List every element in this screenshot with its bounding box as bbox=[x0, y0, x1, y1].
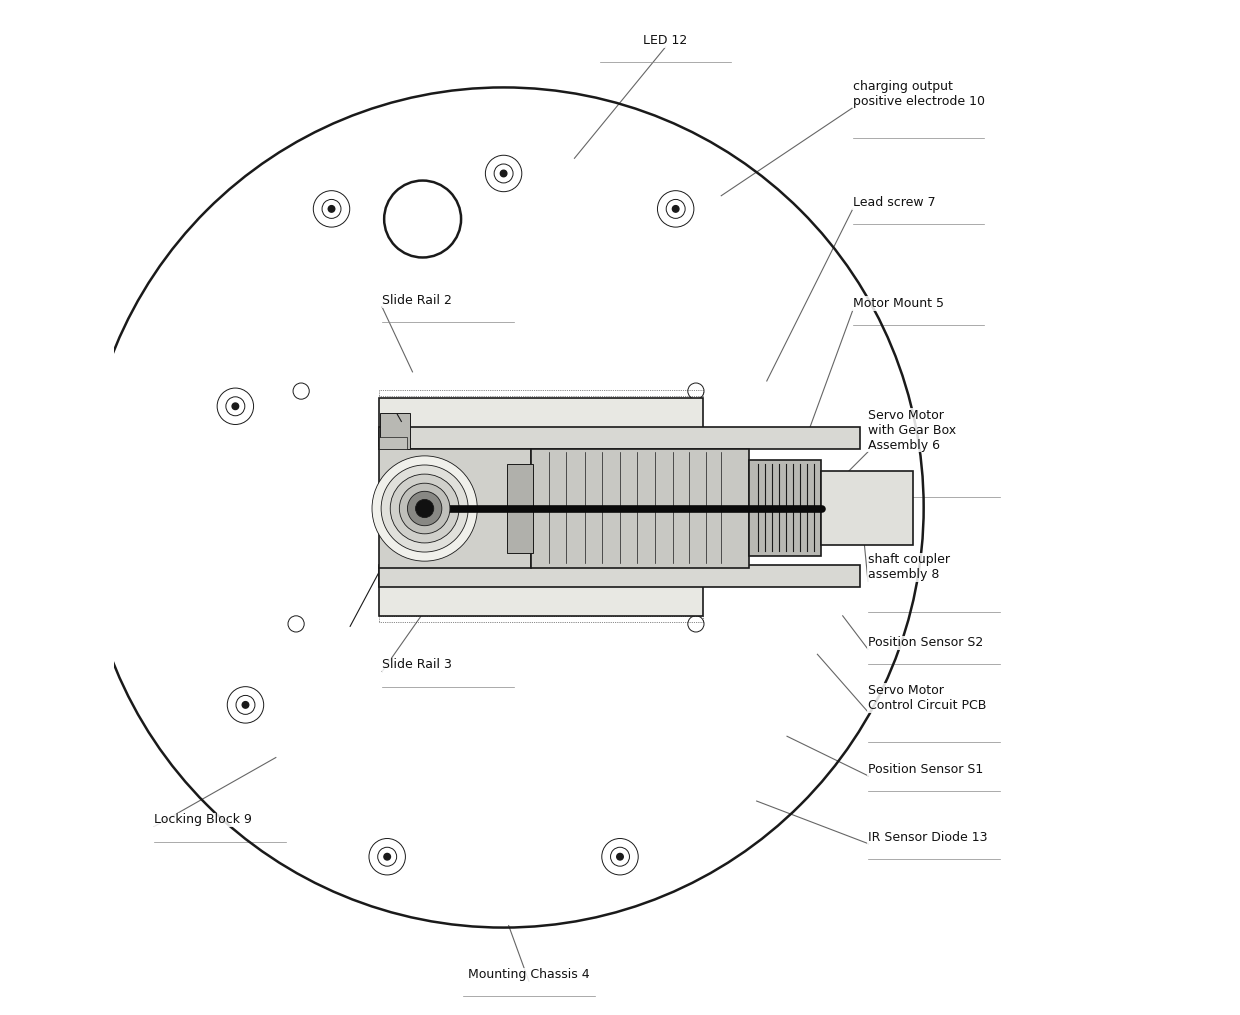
Circle shape bbox=[677, 554, 681, 558]
Bar bbox=[821, 471, 913, 545]
Circle shape bbox=[408, 491, 441, 526]
Bar bbox=[379, 390, 703, 396]
Circle shape bbox=[644, 554, 647, 558]
Text: Motor Mount 5: Motor Mount 5 bbox=[853, 297, 944, 311]
Bar bbox=[381, 413, 410, 449]
Circle shape bbox=[709, 554, 713, 558]
Circle shape bbox=[813, 504, 820, 511]
Circle shape bbox=[494, 557, 513, 578]
Circle shape bbox=[381, 465, 469, 552]
Text: Slide Rail 3: Slide Rail 3 bbox=[382, 659, 453, 672]
Circle shape bbox=[382, 436, 402, 457]
Bar bbox=[379, 449, 531, 568]
Circle shape bbox=[605, 557, 625, 578]
Circle shape bbox=[542, 457, 546, 461]
Bar bbox=[379, 567, 703, 616]
Circle shape bbox=[709, 457, 713, 461]
Circle shape bbox=[610, 554, 614, 558]
Bar bbox=[379, 616, 703, 622]
Circle shape bbox=[644, 457, 647, 461]
Text: Position Sensor S2: Position Sensor S2 bbox=[868, 636, 983, 650]
Circle shape bbox=[500, 171, 507, 177]
Bar bbox=[507, 464, 533, 553]
Circle shape bbox=[677, 457, 681, 461]
Bar bbox=[531, 449, 749, 568]
Text: IR Sensor Diode 13: IR Sensor Diode 13 bbox=[868, 830, 987, 843]
Text: charging output
positive electrode 10: charging output positive electrode 10 bbox=[853, 79, 985, 108]
Text: Servo Motor
Control Circuit PCB: Servo Motor Control Circuit PCB bbox=[868, 684, 986, 712]
Circle shape bbox=[610, 457, 614, 461]
Circle shape bbox=[542, 554, 546, 558]
Circle shape bbox=[575, 457, 579, 461]
Circle shape bbox=[676, 436, 696, 457]
Text: LED 12: LED 12 bbox=[644, 33, 688, 47]
Circle shape bbox=[517, 465, 522, 469]
Text: Mounting Chassis 4: Mounting Chassis 4 bbox=[467, 968, 590, 982]
Circle shape bbox=[739, 554, 744, 558]
Circle shape bbox=[739, 457, 744, 461]
Circle shape bbox=[232, 403, 238, 410]
Circle shape bbox=[382, 557, 402, 578]
Bar bbox=[379, 436, 408, 449]
Bar bbox=[379, 398, 703, 447]
Circle shape bbox=[391, 441, 394, 445]
Circle shape bbox=[616, 854, 624, 860]
Text: Lead screw 7: Lead screw 7 bbox=[853, 196, 935, 209]
Bar bbox=[749, 460, 821, 556]
Circle shape bbox=[399, 483, 450, 534]
Circle shape bbox=[391, 474, 459, 543]
Text: Position Sensor S1: Position Sensor S1 bbox=[868, 762, 983, 775]
Circle shape bbox=[372, 456, 477, 561]
Text: Servo Motor
with Gear Box
Assembly 6: Servo Motor with Gear Box Assembly 6 bbox=[868, 409, 956, 452]
Circle shape bbox=[384, 854, 391, 860]
Circle shape bbox=[517, 546, 522, 550]
Circle shape bbox=[329, 206, 335, 212]
Circle shape bbox=[672, 206, 680, 212]
Circle shape bbox=[242, 701, 249, 708]
Text: shaft coupler
assembly 8: shaft coupler assembly 8 bbox=[868, 553, 950, 582]
Bar bbox=[379, 565, 859, 588]
Circle shape bbox=[676, 557, 696, 578]
Text: Locking Block 9: Locking Block 9 bbox=[154, 813, 252, 826]
Text: Slide Rail 2: Slide Rail 2 bbox=[382, 294, 453, 308]
Circle shape bbox=[575, 554, 579, 558]
Bar bbox=[379, 426, 859, 449]
Circle shape bbox=[605, 436, 625, 457]
Circle shape bbox=[415, 499, 434, 518]
Circle shape bbox=[494, 436, 513, 457]
